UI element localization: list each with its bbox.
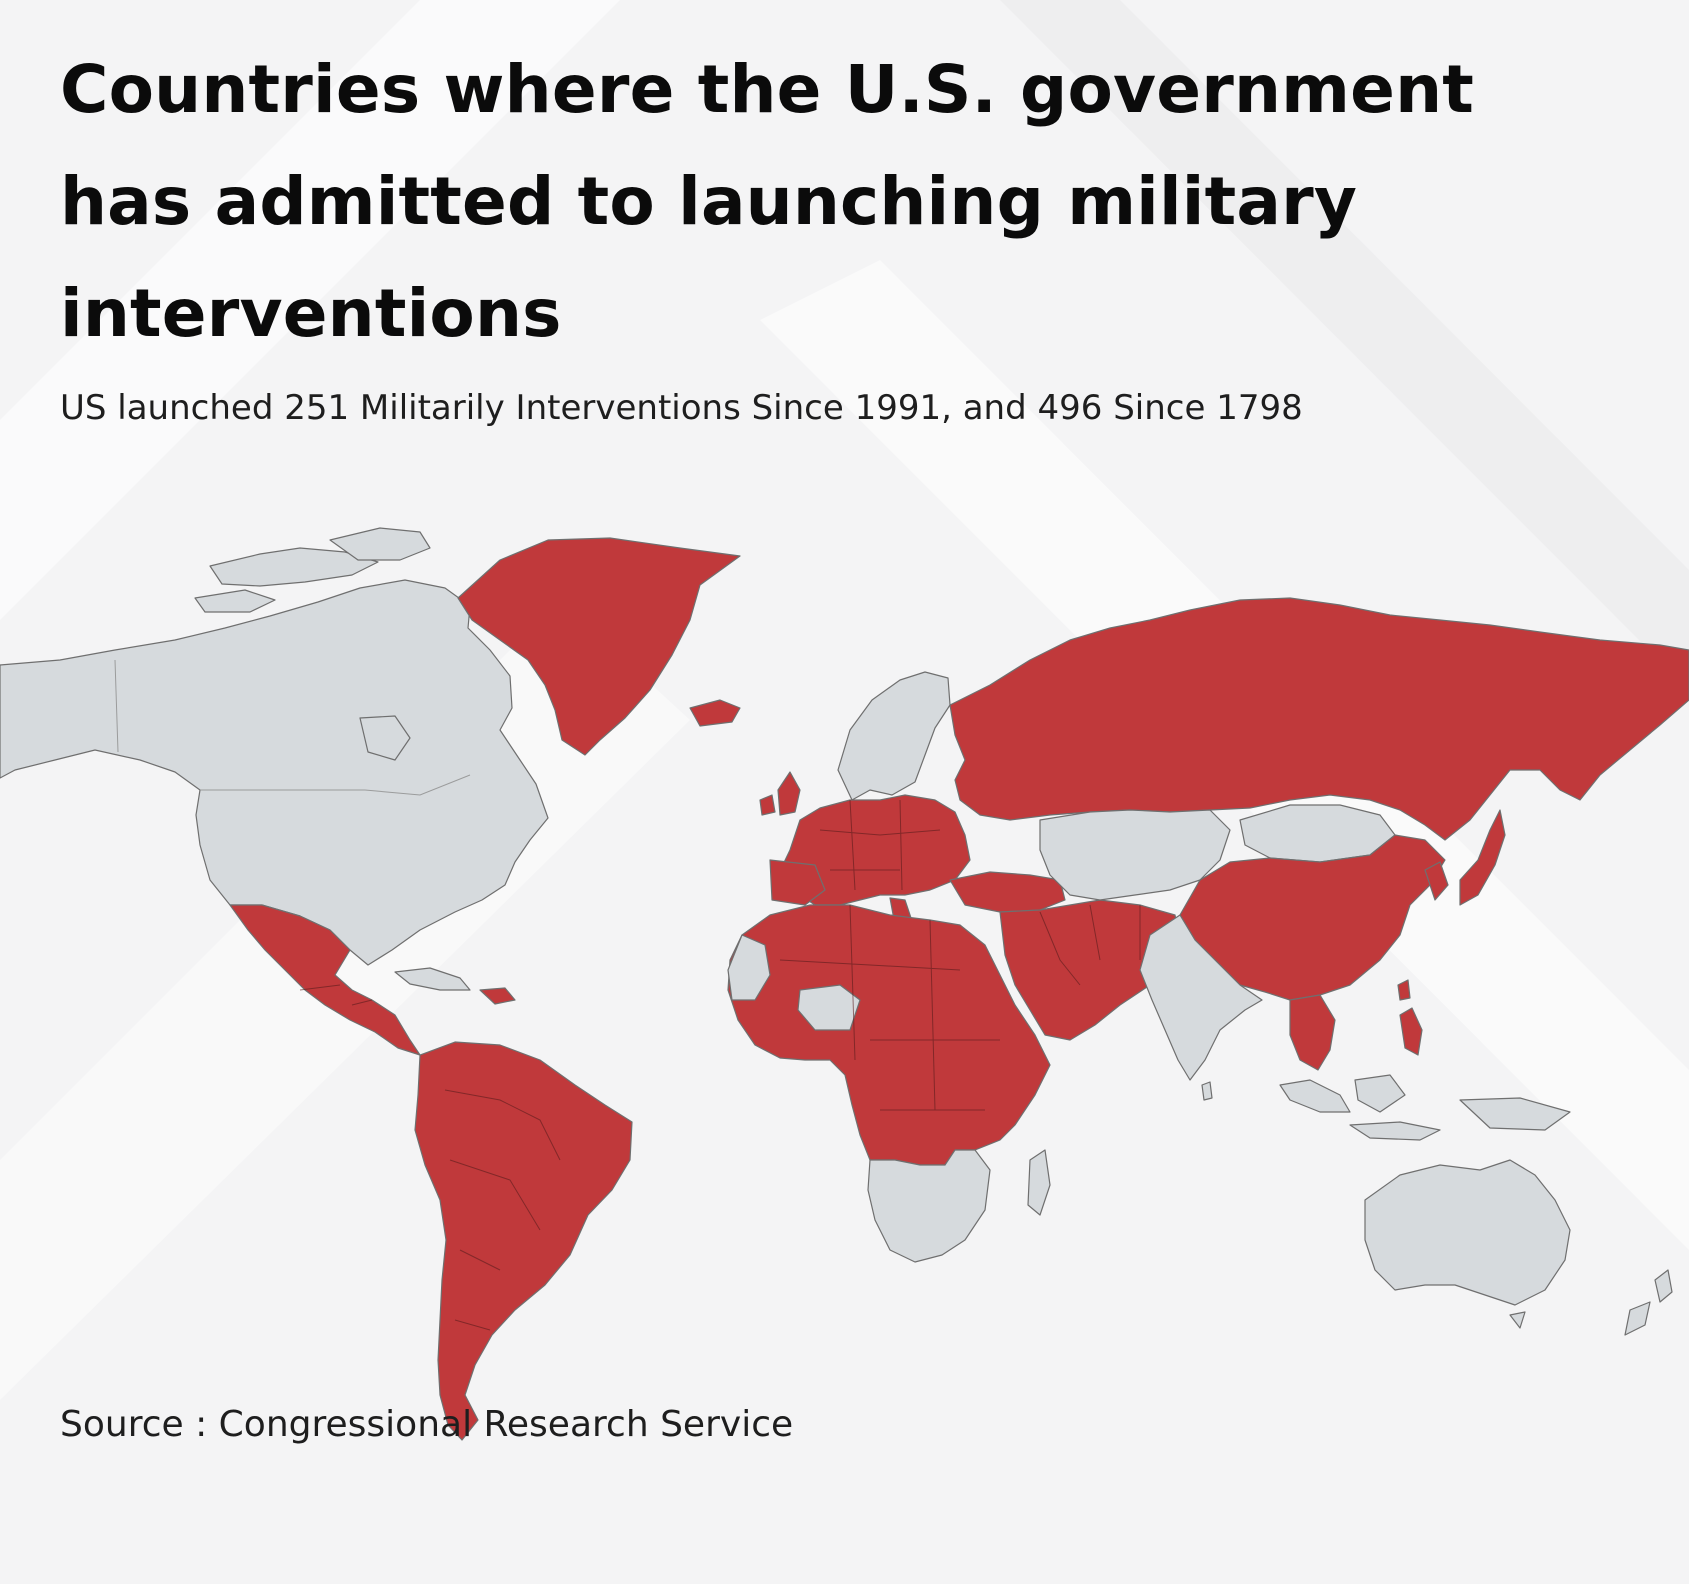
source-caption: Source : Congressional Research Service (60, 1404, 794, 1445)
region-scandinavia (837, 671, 951, 801)
page-subtitle: US launched 251 Militarily Interventions… (60, 388, 1303, 428)
region-iceland (689, 699, 741, 727)
region-australia (1364, 1159, 1571, 1306)
region-east-asia (1179, 809, 1506, 1071)
region-cuba (394, 967, 471, 991)
region-south-america (414, 1041, 633, 1441)
region-mexico-central-america (229, 904, 516, 1056)
region-greenland (457, 537, 741, 756)
region-india (1139, 914, 1263, 1081)
page-title: Countries where the U.S. government has … (60, 51, 1475, 352)
region-tasmania (1509, 1311, 1526, 1329)
world-map (0, 527, 1689, 1441)
region-canada-usa (0, 527, 549, 966)
region-africa (727, 904, 1051, 1263)
region-indonesia (1279, 1074, 1571, 1141)
region-new-zealand (1624, 1269, 1673, 1336)
region-russia (949, 597, 1689, 841)
region-sri-lanka (1201, 1081, 1213, 1101)
